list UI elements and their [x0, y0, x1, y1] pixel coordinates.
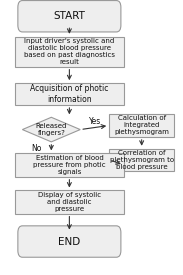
FancyBboxPatch shape	[15, 37, 124, 67]
Text: END: END	[58, 236, 81, 246]
FancyBboxPatch shape	[18, 226, 121, 257]
Polygon shape	[22, 117, 80, 142]
Text: Input driver's systolic and
diastolic blood pressure
based on past diagnostics
r: Input driver's systolic and diastolic bl…	[24, 38, 115, 65]
FancyBboxPatch shape	[15, 83, 124, 105]
Text: Estimation of blood
pressure from photic
signals: Estimation of blood pressure from photic…	[33, 155, 106, 175]
FancyBboxPatch shape	[15, 190, 124, 214]
Text: Correlation of
plethysmogram to
blood pressure: Correlation of plethysmogram to blood pr…	[110, 150, 174, 170]
Text: Yes: Yes	[89, 117, 102, 126]
Text: No: No	[31, 144, 41, 153]
FancyBboxPatch shape	[15, 153, 124, 177]
Text: Calculation of
integrated
plethysmogram: Calculation of integrated plethysmogram	[114, 116, 169, 136]
Text: Display of systolic
and diastolic
pressure: Display of systolic and diastolic pressu…	[38, 192, 101, 212]
Text: Acquisition of photic
information: Acquisition of photic information	[30, 84, 109, 104]
Text: Released
fingers?: Released fingers?	[36, 123, 67, 136]
FancyBboxPatch shape	[18, 1, 121, 32]
FancyBboxPatch shape	[109, 114, 174, 137]
FancyBboxPatch shape	[109, 149, 174, 170]
Text: START: START	[53, 11, 85, 21]
